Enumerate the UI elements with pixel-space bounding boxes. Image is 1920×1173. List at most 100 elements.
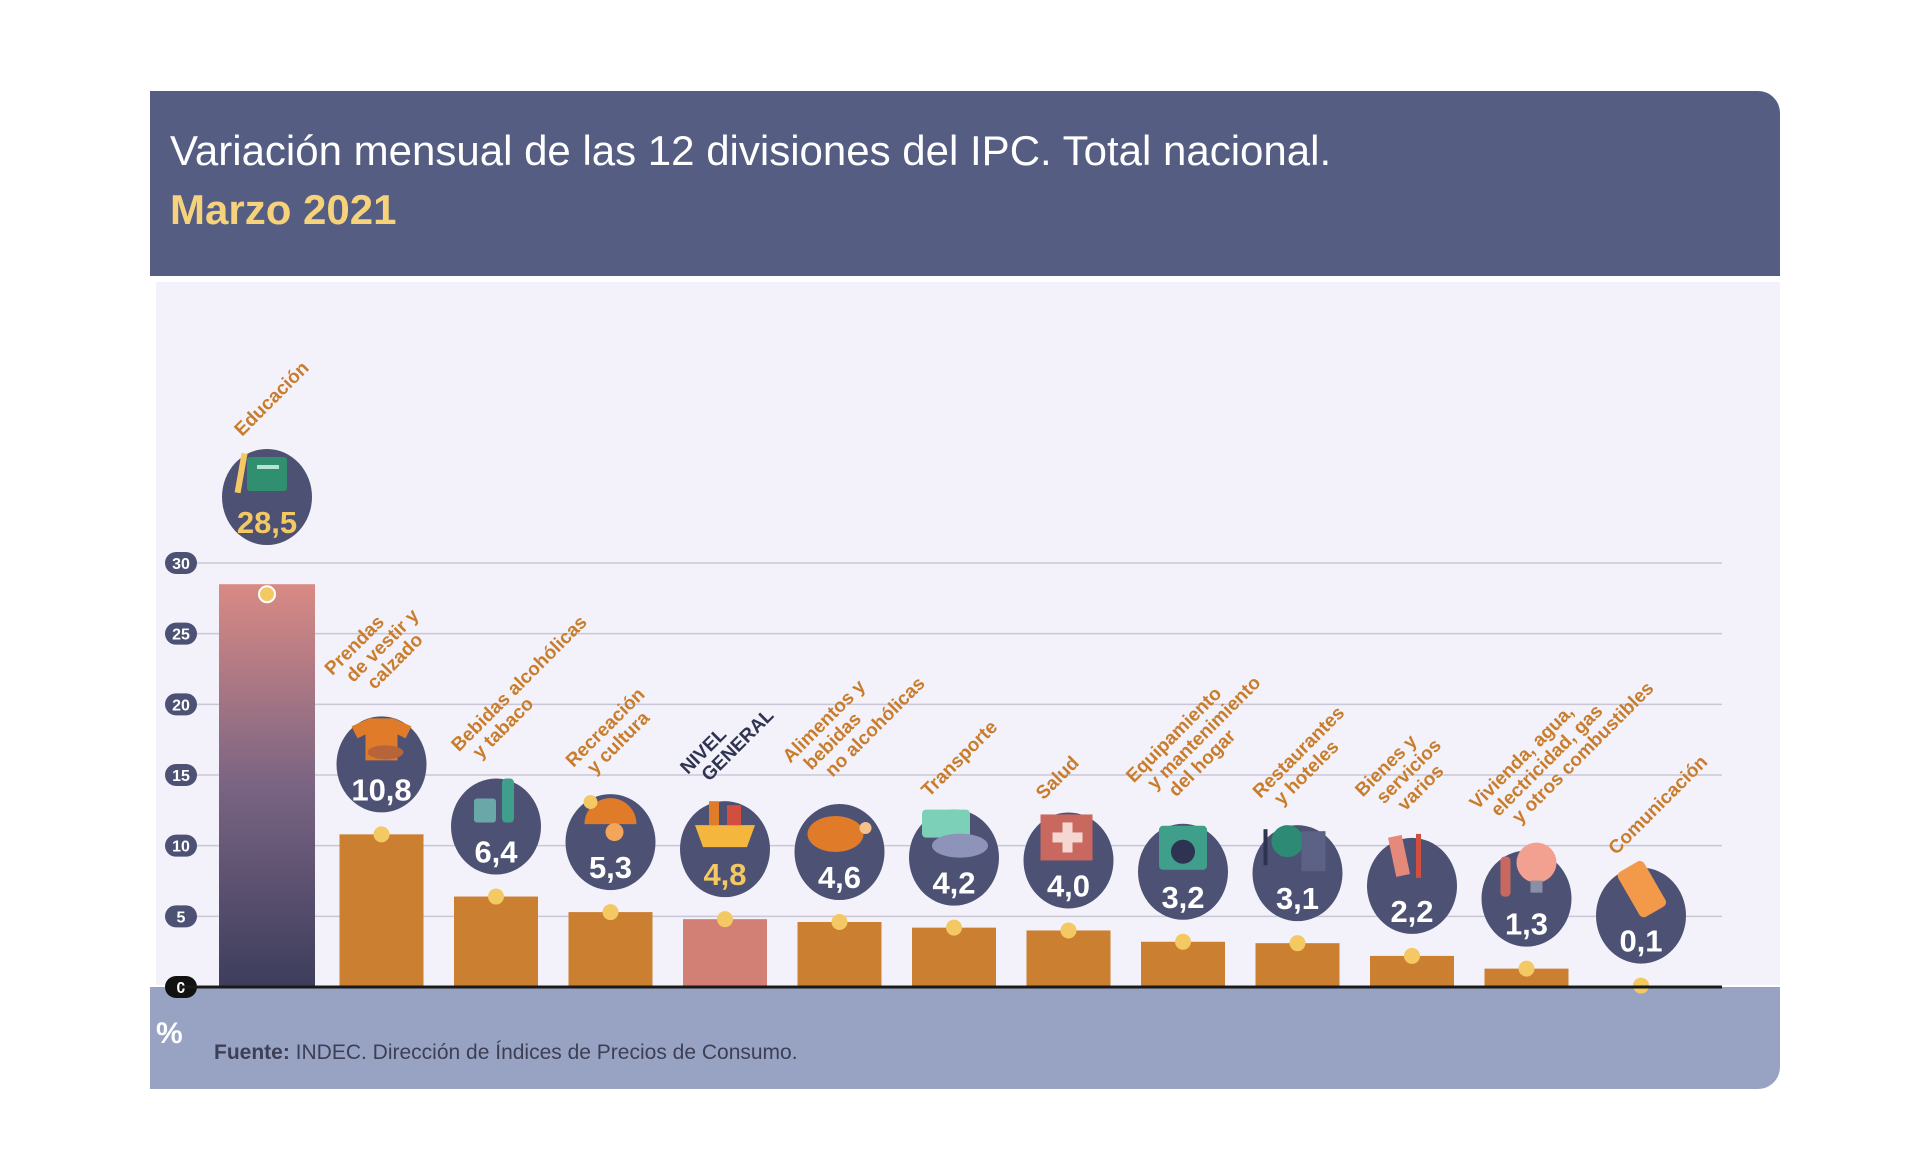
icon-part (474, 798, 496, 823)
y-tick-badge (165, 693, 197, 716)
y-tick-label: 10 (172, 839, 190, 856)
chart-footer: % Fuente: INDEC. Dirección de Índices de… (150, 987, 1780, 1089)
category-label: Alimentos ybebidasno alcohólicas (779, 645, 930, 796)
y-tick-label: 5 (177, 909, 186, 926)
value-badge: 1,3 (1481, 842, 1572, 947)
icon-part (502, 778, 514, 823)
value-marker (1518, 960, 1535, 977)
value-badge: 3,2 (1138, 823, 1228, 920)
icon-part (1171, 839, 1195, 864)
value-badge: 28,5 (222, 449, 312, 545)
bar (568, 912, 653, 987)
data-label: 6,4 (474, 835, 518, 870)
value-badge: 3,1 (1252, 825, 1343, 922)
badge-shape (222, 449, 312, 545)
source-note: Fuente: INDEC. Dirección de Índices de P… (214, 1041, 798, 1065)
icon-part (1301, 831, 1326, 872)
category-label: Recreacióny cultura (562, 684, 663, 785)
value-badge: 6,4 (451, 778, 541, 875)
icon-part (257, 465, 279, 469)
source-label: Fuente: (214, 1041, 290, 1064)
y-tick-label: 15 (172, 768, 190, 785)
icon-part (695, 825, 755, 848)
data-label: 4,0 (1047, 868, 1090, 903)
value-badge: 4,8 (680, 801, 770, 898)
value-marker (488, 888, 504, 905)
category-label: Salud (1032, 753, 1083, 804)
chart-header: Variación mensual de las 12 divisiones d… (150, 91, 1780, 276)
icon-part (922, 809, 970, 838)
icon-part (1271, 825, 1304, 858)
value-badge: 5,3 (565, 794, 656, 891)
data-label: 1,3 (1505, 907, 1548, 942)
y-tick-badge (165, 905, 197, 928)
unit-label: % (156, 1017, 183, 1050)
data-label: 2,2 (1390, 894, 1433, 929)
data-label: 3,2 (1161, 880, 1204, 915)
value-badge: 10,8 (336, 716, 427, 813)
data-label: 28,5 (237, 505, 297, 540)
icon-part (932, 833, 988, 858)
chart-subtitle: Marzo 2021 (170, 186, 397, 233)
source-text: INDEC. Dirección de Índices de Precios d… (295, 1041, 798, 1064)
icon-part (1516, 842, 1557, 883)
value-badge: 4,6 (794, 803, 885, 900)
icon-part (583, 795, 598, 810)
y-tick-label: 25 (172, 627, 190, 644)
y-tick-badge (165, 552, 197, 574)
y-tick-badge (165, 622, 197, 645)
icon-part (367, 745, 404, 760)
category-label: Comunicación (1605, 752, 1712, 859)
icon-part (584, 798, 637, 825)
category-label-line: Transporte (918, 717, 1002, 801)
badge-shape (1367, 837, 1457, 934)
bar (683, 919, 767, 987)
icon-part (1387, 834, 1411, 877)
category-label-line: Comunicación (1605, 752, 1712, 859)
data-label: 3,1 (1276, 881, 1319, 916)
value-marker (717, 911, 733, 928)
badge-shape (336, 716, 427, 813)
badge-shape (451, 778, 541, 875)
value-badge: 4,2 (909, 809, 999, 906)
icon-part (1052, 832, 1083, 843)
bar (454, 896, 538, 987)
data-label: 10,8 (351, 772, 411, 807)
icon-part (709, 801, 719, 826)
icon-part (605, 823, 624, 842)
value-marker (831, 913, 848, 930)
bar (219, 584, 315, 987)
data-label: 4,2 (932, 866, 975, 901)
category-label: Transporte (918, 717, 1002, 801)
category-label-line: Educación (231, 358, 314, 441)
badge-layer: 28,5 10,8 6,4 5,3 4,8 4,6 4,2 4,0 3,2 3,1 2,2 1,3 0,… (222, 449, 1686, 964)
value-marker (1289, 935, 1306, 952)
chart-title: Variación mensual de las 12 divisiones d… (170, 127, 1332, 174)
category-label-line: Salud (1032, 753, 1083, 804)
bar (912, 927, 996, 987)
bar (797, 921, 882, 987)
value-badge: 0,1 (1596, 860, 1686, 964)
data-label: 4,8 (703, 857, 746, 892)
icon-part (727, 805, 741, 826)
y-tick-badge (165, 834, 197, 857)
value-marker (1404, 947, 1420, 964)
bar (1484, 968, 1569, 987)
value-badge: 4,0 (1023, 812, 1114, 909)
icon-part (234, 452, 248, 494)
icon-part (1530, 880, 1543, 893)
value-marker (946, 919, 962, 936)
value-marker (258, 585, 276, 604)
y-tick-label: 20 (172, 697, 190, 714)
icon-part (1617, 860, 1667, 918)
data-label: 4,6 (818, 860, 861, 895)
value-badge: 2,2 (1367, 833, 1457, 934)
category-label: Educación (231, 358, 314, 441)
axis-layer: 051015202530 (165, 552, 1722, 998)
icon-part (1263, 829, 1268, 866)
value-marker (602, 904, 619, 921)
bar (339, 834, 424, 987)
bar (1026, 930, 1111, 987)
icon-part (859, 821, 872, 834)
